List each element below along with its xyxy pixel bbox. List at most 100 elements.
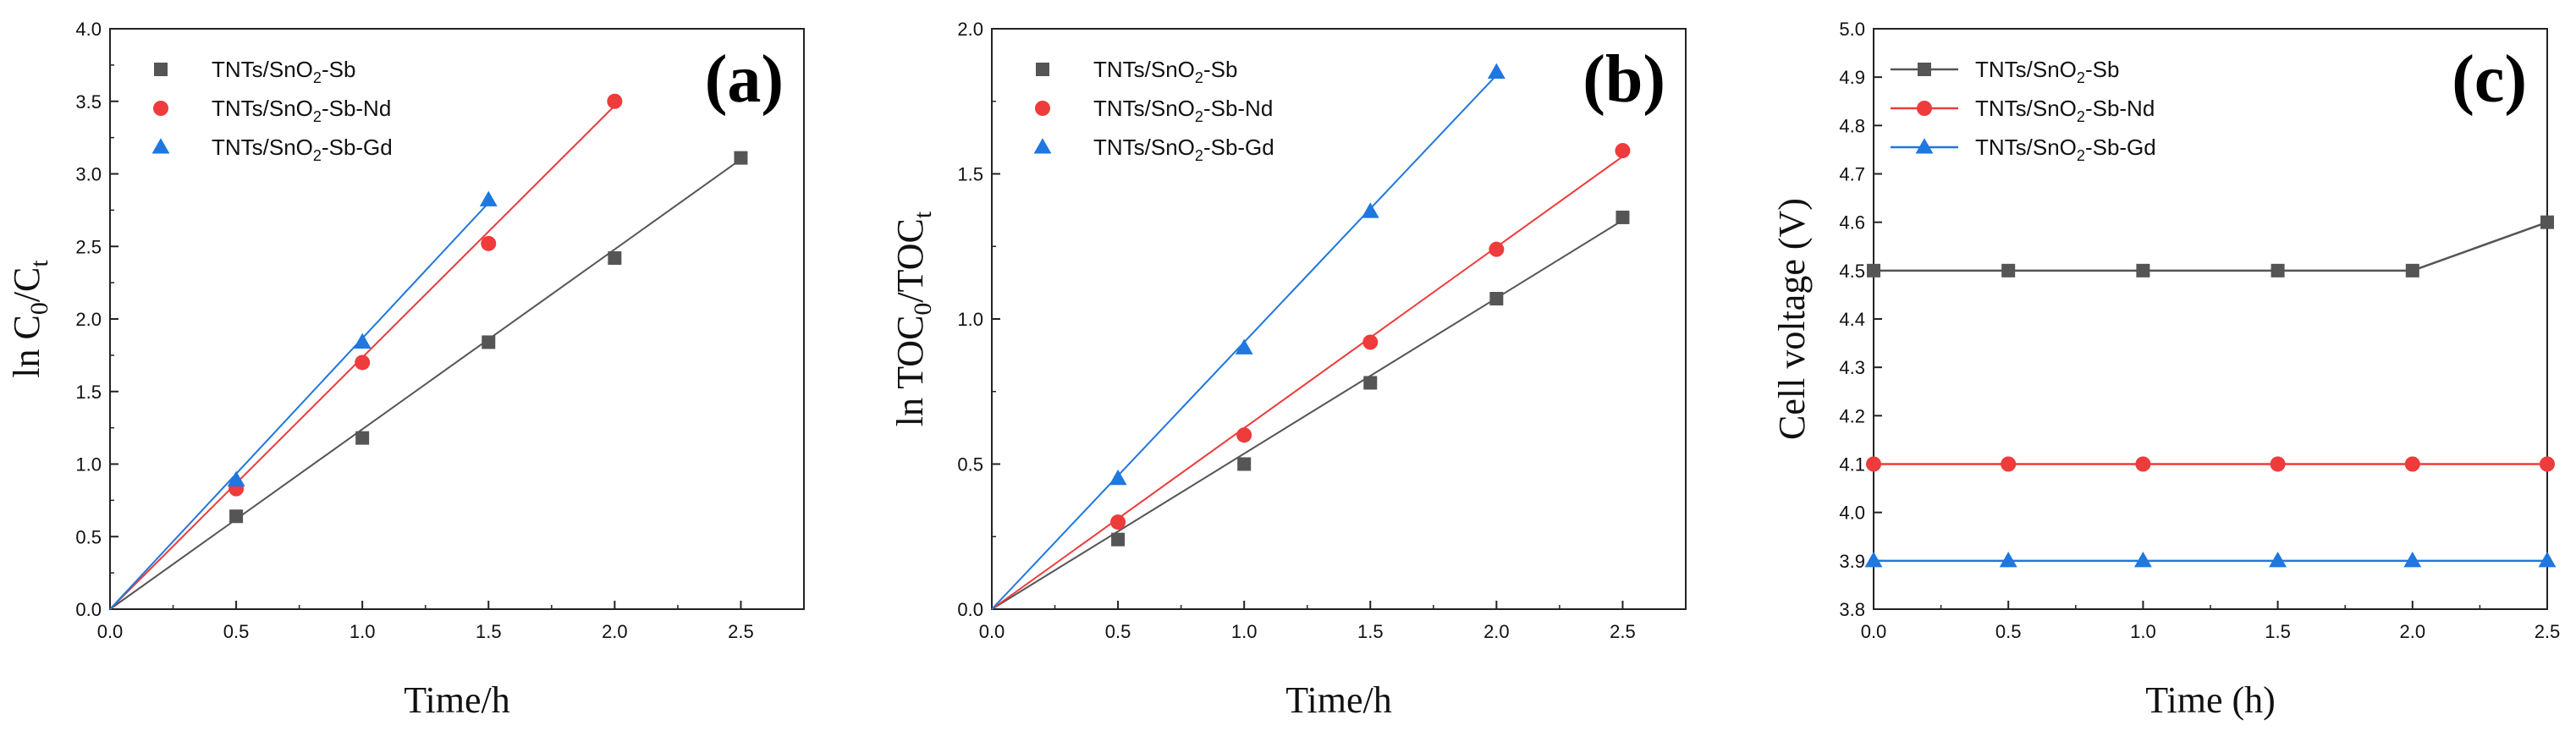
y-tick-label: 5.0 (1839, 19, 1865, 40)
data-point (1615, 143, 1631, 159)
legend-label: TNTs/SnO2-Sb (1093, 57, 1237, 86)
series-line (1874, 221, 2548, 272)
data-point (1235, 338, 1253, 355)
y-tick-label: 4.8 (1839, 115, 1865, 136)
x-tick-label: 1.0 (350, 621, 376, 642)
x-tick-label: 0.0 (1861, 621, 1887, 642)
legend-marker (153, 101, 168, 116)
data-point (607, 93, 623, 109)
series-2 (1866, 456, 2555, 472)
y-tick-label: 3.5 (75, 91, 102, 113)
y-axis-title-subscript: t (909, 211, 937, 218)
y-tick-label: 4.2 (1839, 405, 1865, 426)
data-point (2404, 456, 2420, 472)
legend-marker (1036, 63, 1049, 76)
y-tick-label: 4.5 (1839, 261, 1865, 282)
data-point (1616, 210, 1630, 224)
legend-marker (1035, 101, 1050, 116)
data-point (229, 509, 244, 524)
data-point (2001, 263, 2016, 278)
y-tick-label: 3.8 (1839, 599, 1865, 620)
fit-line (991, 219, 1623, 610)
data-point (2540, 456, 2555, 472)
y-tick-label: 4.0 (1839, 503, 1865, 524)
data-point (355, 431, 370, 445)
data-point (353, 333, 372, 349)
legend: TNTs/SnO2-Sb TNTs/SnO2-Sb-Nd TNTs/SnO2-Sb-… (1891, 57, 2156, 164)
panel-label: (b) (1582, 42, 1665, 117)
data-point (2133, 552, 2152, 568)
data-point (1487, 63, 1505, 80)
data-point (734, 151, 748, 165)
legend: TNTs/SnO2-Sb TNTs/SnO2-Sb-Nd TNTs/SnO2-Sb-… (1033, 57, 1274, 164)
panel-label: (a) (705, 42, 784, 117)
data-point (2136, 263, 2150, 278)
y-axis-title: ln C0/Ct (6, 260, 53, 378)
y-tick-label: 4.1 (1839, 454, 1865, 475)
x-tick-label: 0.5 (1995, 621, 2022, 642)
data-point (1489, 241, 1505, 257)
data-point (1110, 514, 1126, 530)
legend-marker (1917, 101, 1932, 116)
y-tick-label: 4.3 (1839, 357, 1865, 378)
y-tick-label: 3.9 (1839, 551, 1865, 572)
data-point (227, 470, 245, 486)
legend-marker (154, 63, 168, 76)
y-tick-label: 1.0 (957, 309, 983, 330)
x-tick-label: 2.0 (1483, 621, 1510, 642)
y-tick-label: 1.0 (75, 454, 102, 475)
legend-marker (1918, 63, 1931, 76)
data-point (608, 250, 622, 265)
data-point (2540, 215, 2554, 229)
legend-label: TNTs/SnO2-Sb-Nd (212, 96, 391, 125)
y-tick-label: 4.7 (1839, 164, 1865, 185)
data-point (1109, 469, 1127, 486)
x-axis-title: Time/h (1285, 679, 1392, 721)
data-point (1864, 552, 1883, 568)
data-point (1236, 427, 1252, 443)
x-tick-label: 2.5 (1610, 621, 1636, 642)
y-tick-label: 4.9 (1839, 67, 1865, 88)
x-tick-label: 1.5 (2265, 621, 2291, 642)
series-3 (1864, 552, 2557, 568)
x-tick-label: 2.5 (2535, 621, 2561, 642)
data-point (1489, 291, 1504, 305)
data-point (2135, 456, 2151, 472)
x-tick-label: 2.5 (728, 621, 754, 642)
data-point (2538, 552, 2557, 568)
data-point (1363, 376, 1378, 390)
y-tick-label: 0.5 (957, 454, 983, 475)
data-point (1999, 552, 2017, 568)
data-point (1866, 456, 1881, 472)
x-tick-label: 0.0 (97, 621, 124, 642)
x-tick-label: 1.5 (476, 621, 502, 642)
x-tick-label: 2.0 (602, 621, 628, 642)
x-tick-label: 0.5 (223, 621, 250, 642)
y-axis-title: Cell voltage (V) (1771, 198, 1813, 440)
y-tick-label: 2.0 (957, 19, 983, 40)
chart-panel-3: 0.0 0.5 1.0 1.5 2.0 2.5 3.8 3.9 4.0 4.1 4.2 4.3 4.4 4… (1771, 19, 2560, 721)
x-tick-label: 1.0 (1231, 621, 1258, 642)
data-point (2403, 552, 2422, 568)
data-point (2269, 552, 2287, 568)
data-point (1237, 457, 1252, 471)
y-tick-label: 2.0 (75, 309, 102, 330)
y-axis-title-subscript: t (25, 260, 53, 267)
legend-label: TNTs/SnO2-Sb-Gd (212, 135, 393, 164)
y-axis-title-subscript: 0 (909, 303, 937, 316)
series-3 (991, 63, 1505, 610)
y-tick-label: 3.0 (75, 164, 102, 185)
data-point (1867, 263, 1880, 278)
data-point (1361, 202, 1379, 218)
chart-panel-1: 0.0 0.5 1.0 1.5 2.0 2.5 0.0 0.5 1.0 1.5 2.0 2.5 3.0 3… (6, 19, 805, 721)
y-axis-title-part: /TOC (889, 218, 931, 302)
x-axis-title: Time/h (404, 679, 510, 721)
legend-label: TNTs/SnO2-Sb-Gd (1093, 135, 1274, 164)
legend-label: TNTs/SnO2-Sb (1975, 57, 2119, 86)
series-2 (109, 93, 623, 610)
y-axis-title: ln TOC0/TOCt (889, 211, 937, 426)
x-tick-label: 0.5 (1105, 621, 1131, 642)
data-point (479, 190, 498, 206)
data-point (2270, 456, 2286, 472)
legend-label: TNTs/SnO2-Sb-Nd (1975, 96, 2155, 125)
